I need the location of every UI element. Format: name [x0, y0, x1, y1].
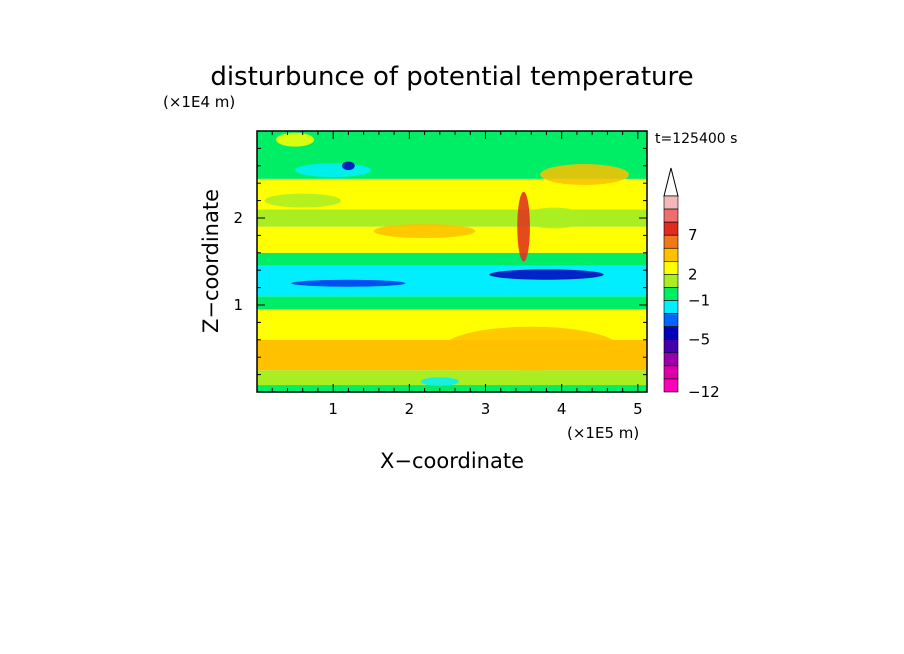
contour-band: [257, 252, 647, 266]
x-scale-label: (×1E5 m): [567, 424, 639, 442]
contour-patch: [517, 191, 530, 262]
contour-patch: [489, 269, 604, 280]
colorbar-swatch: [663, 274, 679, 288]
time-label: t=125400 s: [655, 131, 737, 147]
x-tick-label: 2: [405, 400, 415, 418]
contour-patch: [291, 279, 406, 287]
x-tick-label: 3: [481, 400, 491, 418]
colorbar-label: −5: [688, 331, 710, 349]
colorbar: 7 2 −1 −5 −12: [663, 167, 720, 401]
plot-axes: 1 2 3 4 5 1 2: [233, 130, 648, 418]
colorbar-extend-arrow: [663, 167, 679, 197]
colorbar-swatch: [663, 339, 679, 354]
colorbar-label: −12: [688, 383, 720, 401]
contour-band: [257, 209, 647, 227]
colorbar-swatch: [663, 208, 679, 223]
colorbar-label: −1: [688, 292, 710, 310]
contour-field: [257, 131, 647, 392]
colorbar-label: 7: [688, 226, 698, 244]
contour-patch: [276, 132, 315, 147]
y-tick-label: 1: [233, 296, 243, 314]
contour-patch: [442, 326, 621, 371]
colorbar-swatch: [663, 365, 679, 380]
y-tick-label: 2: [233, 209, 243, 227]
colorbar-swatch: [663, 352, 679, 367]
colorbar-swatch: [663, 195, 679, 210]
y-axis-label: Z−coordinate: [199, 189, 223, 333]
contour-patch: [342, 161, 355, 171]
colorbar-swatch: [663, 313, 679, 327]
colorbar-swatch: [663, 287, 679, 301]
contour-patch: [373, 224, 476, 239]
chart-title: disturbunce of potential temperature: [210, 62, 693, 92]
colorbar-swatch: [663, 247, 679, 262]
colorbar-swatch: [663, 378, 679, 393]
colorbar-swatch: [663, 326, 679, 341]
colorbar-swatch: [663, 221, 679, 236]
x-tick-label: 1: [328, 400, 338, 418]
contour-patch: [295, 163, 372, 178]
x-tick-label: 5: [633, 400, 643, 418]
contour-patch: [522, 207, 586, 229]
colorbar-swatch: [663, 300, 679, 314]
contour-patch: [264, 193, 341, 208]
x-tick-label: 4: [557, 400, 567, 418]
colorbar-swatch: [663, 261, 679, 275]
contour-band: [257, 296, 647, 310]
contour-band: [257, 385, 647, 392]
contour-patch: [540, 164, 629, 185]
contour-band: [257, 370, 647, 386]
x-axis-label: X−coordinate: [380, 449, 524, 473]
y-scale-label: (×1E4 m): [163, 93, 235, 111]
plot-frame: [256, 130, 648, 393]
colorbar-label: 2: [688, 265, 698, 283]
contour-patch: [420, 377, 459, 386]
colorbar-swatch: [663, 234, 679, 249]
